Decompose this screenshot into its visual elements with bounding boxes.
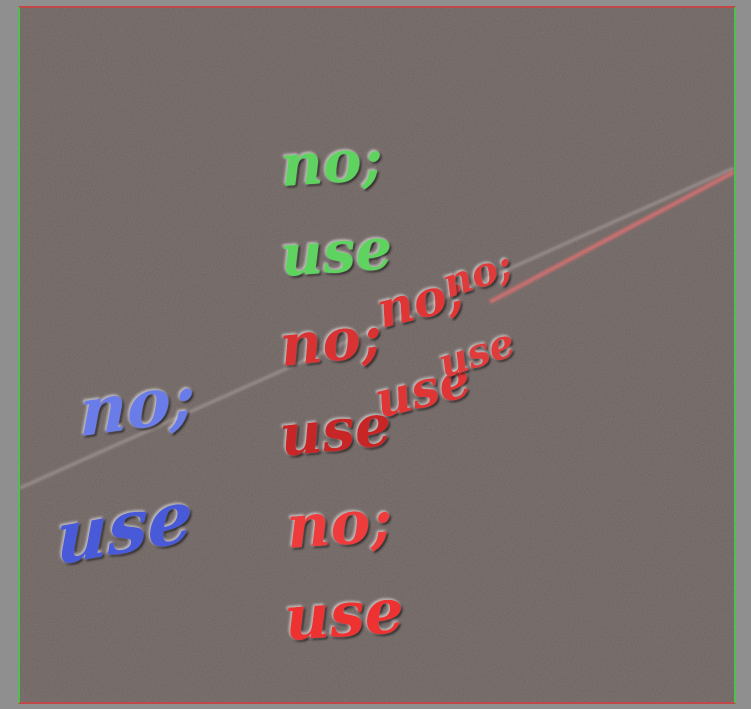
embossed-scene: no; use no; use no; use no; use no; use <box>20 8 734 702</box>
red-center-bottom-label: use <box>276 391 394 470</box>
green-bottom-label: use <box>278 214 394 290</box>
red-center-group: no; use <box>276 302 394 470</box>
axis-x-line <box>489 170 734 304</box>
green-label-group: no; use <box>278 125 394 290</box>
red-below-group: no; use <box>282 486 406 655</box>
render-canvas: no; use no; use no; use no; use no; use <box>18 6 736 704</box>
surface-texture <box>20 8 734 702</box>
red-below-bottom-label: use <box>282 574 406 655</box>
blue-top-label: no; <box>80 358 195 453</box>
green-top-label: no; <box>278 125 385 200</box>
red-below-top-label: no; <box>284 486 394 563</box>
axis-z-line <box>20 166 734 490</box>
red-center-top-label: no; <box>276 302 385 380</box>
